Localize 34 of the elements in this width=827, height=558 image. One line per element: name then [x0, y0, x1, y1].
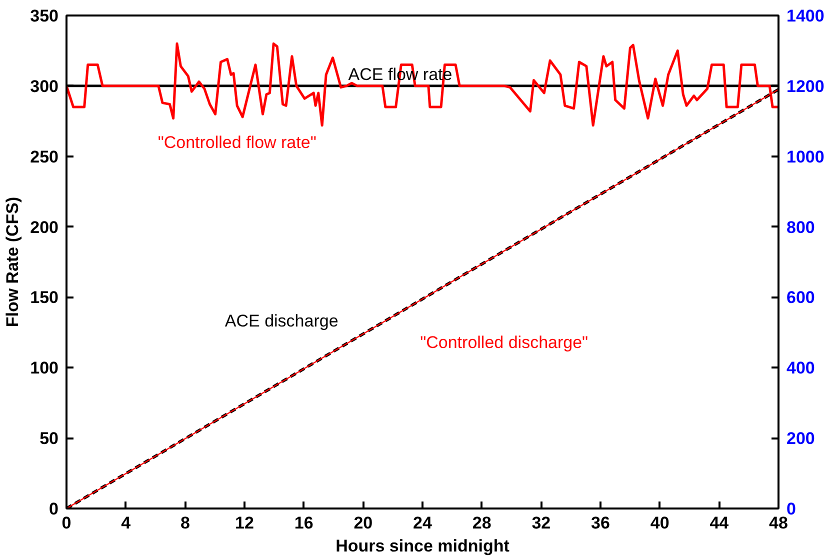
- y-tick-label: 250: [30, 147, 59, 166]
- x-tick-label: 48: [769, 514, 788, 532]
- x-tick-label: 8: [180, 514, 190, 532]
- series-label: ACE discharge: [224, 312, 338, 331]
- x-tick-label: 40: [650, 514, 670, 532]
- y-tick-label: 200: [30, 218, 59, 237]
- y2-tick-label: 200: [786, 429, 815, 448]
- x-tick-label: 36: [591, 514, 610, 532]
- x-tick-label: 32: [532, 514, 551, 532]
- y2-tick-label: 600: [786, 288, 815, 308]
- y-axis-title: Flow Rate (CFS): [3, 196, 22, 328]
- y-tick-label: 350: [30, 6, 59, 26]
- x-tick-label: 4: [121, 514, 132, 532]
- y-tick-label: 0: [49, 500, 59, 518]
- y2-tick-label: 0: [786, 500, 796, 518]
- x-tick-label: 0: [62, 514, 72, 532]
- series-label: "Controlled flow rate": [158, 132, 316, 152]
- series-label: "Controlled discharge": [420, 332, 588, 352]
- y-tick-label: 100: [30, 358, 59, 378]
- y-tick-label: 150: [30, 288, 59, 308]
- y-tick-label: 300: [30, 76, 59, 96]
- y2-tick-label: 400: [786, 358, 815, 378]
- y2-tick-label: 1400: [786, 6, 824, 26]
- y2-tick-label: 1000: [786, 147, 824, 166]
- x-tick-label: 12: [235, 514, 254, 532]
- x-axis-title: Hours since midnight: [336, 536, 510, 556]
- x-tick-label: 28: [472, 514, 492, 532]
- x-tick-label: 44: [710, 514, 730, 532]
- y2-tick-label: 1200: [786, 76, 824, 96]
- y2-tick-label: 800: [786, 218, 815, 237]
- x-tick-label: 24: [413, 514, 432, 532]
- y-tick-label: 50: [40, 429, 59, 448]
- x-tick-label: 16: [294, 514, 314, 532]
- x-tick-label: 20: [354, 514, 373, 532]
